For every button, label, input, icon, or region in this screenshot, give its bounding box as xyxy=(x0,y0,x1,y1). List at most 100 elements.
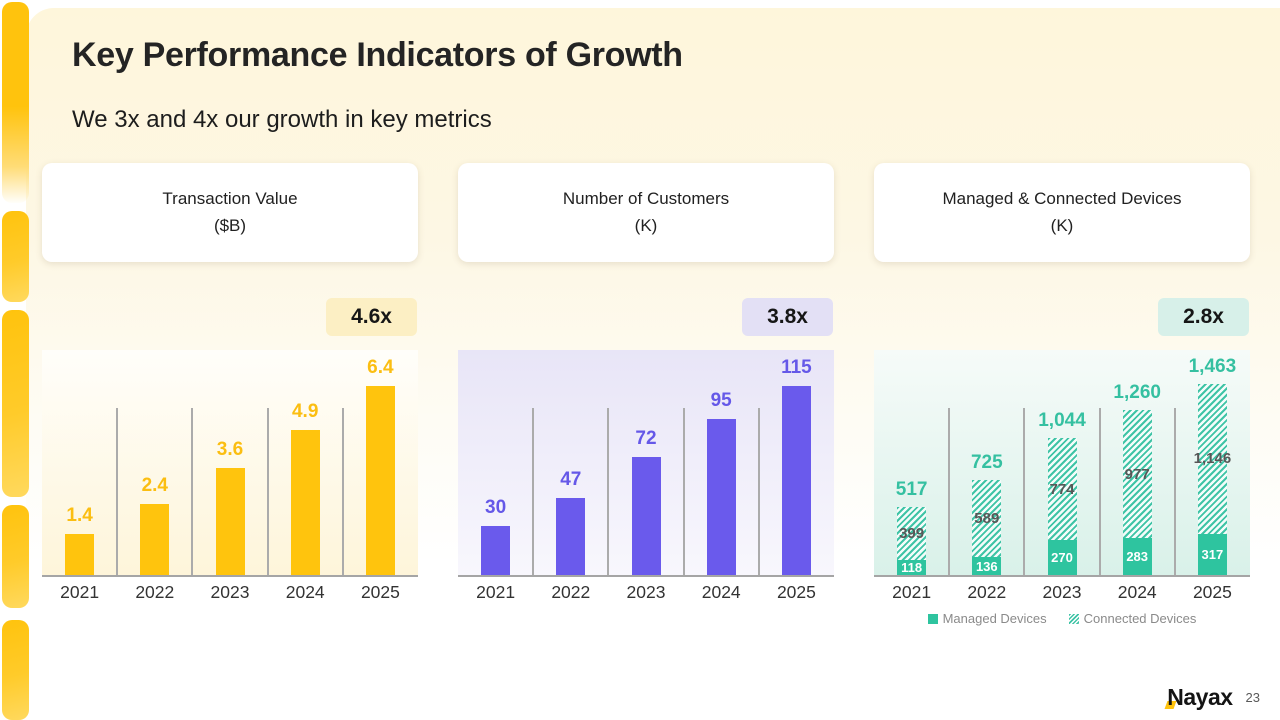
x-axis-tick-label: 2022 xyxy=(967,582,1007,602)
x-axis-labels: 2021 2022 2023 2024 2025 xyxy=(458,582,834,603)
x-axis-labels: 2021 2022 2023 2024 2025 xyxy=(42,582,418,603)
chart-legend: Managed Devices Connected Devices xyxy=(874,611,1250,626)
metric-card-title: Managed & Connected Devices xyxy=(942,189,1182,209)
legend-label: Managed Devices xyxy=(942,611,1047,626)
left-accent-segment xyxy=(2,2,29,203)
gridline xyxy=(1173,408,1176,575)
total-value-label: 517 xyxy=(895,479,928,501)
x-axis-tick-label: 2021 xyxy=(892,582,932,602)
managed-devices-value-label: 270 xyxy=(1051,549,1073,565)
managed-devices-value-label: 136 xyxy=(975,558,998,574)
metric-card-unit: (K) xyxy=(1050,215,1074,235)
managed-devices-bar-segment: 317 xyxy=(1197,533,1227,575)
managed-devices-bar-segment: 283 xyxy=(1122,537,1152,575)
bar-value-label: 30 xyxy=(485,496,507,518)
logo-text: Nayax xyxy=(1167,684,1233,710)
connected-devices-bar-segment: 589 xyxy=(972,480,1002,558)
slide-footer: Nayax 23 xyxy=(1164,684,1260,711)
gridline xyxy=(682,408,685,575)
bar xyxy=(65,533,95,575)
metric-card-devices: Managed & Connected Devices (K) xyxy=(874,163,1250,262)
managed-devices-bar-segment: 118 xyxy=(897,559,927,575)
bar-value-label: 95 xyxy=(710,389,732,411)
bar-value-label: 47 xyxy=(560,468,582,490)
x-axis-tick-label: 2024 xyxy=(285,582,325,602)
x-axis-tick-label: 2021 xyxy=(60,582,100,602)
connected-devices-bar-segment: 1,146 xyxy=(1194,383,1231,534)
legend-item-connected: Connected Devices xyxy=(1068,611,1197,626)
chart-column-transaction-value: Transaction Value ($B) 4.6x 1.4 2.4 3.6 4.9… xyxy=(42,0,418,720)
left-accent-segment xyxy=(2,505,29,608)
multiplier-badge: 4.6x xyxy=(326,298,417,336)
connected-devices-value-label: 774 xyxy=(1049,480,1075,498)
x-axis-tick-label: 2022 xyxy=(135,582,175,602)
metric-card-customers: Number of Customers (K) xyxy=(458,163,834,262)
gridline xyxy=(607,408,610,575)
slide-subtitle: We 3x and 4x our growth in key metrics xyxy=(72,106,492,133)
gridline xyxy=(116,408,119,575)
x-axis-tick-label: 2024 xyxy=(701,582,741,602)
chart-column-customers: Number of Customers (K) 3.8x 30 47 72 95 115… xyxy=(458,0,834,720)
connected-devices-bar-segment: 977 xyxy=(1122,410,1152,538)
x-axis-tick-label: 2025 xyxy=(1192,582,1232,602)
gridline xyxy=(191,408,194,575)
bar-value-label: 6.4 xyxy=(367,356,394,378)
total-value-label: 1,260 xyxy=(1113,382,1161,404)
x-axis-tick-label: 2024 xyxy=(1117,582,1157,602)
page-number: 23 xyxy=(1245,690,1260,705)
metric-card-transaction-value: Transaction Value ($B) xyxy=(42,163,418,262)
bar-chart-transaction-value: 1.4 2.4 3.6 4.9 6.4 xyxy=(42,350,418,577)
multiplier-badge: 3.8x xyxy=(742,298,833,336)
managed-devices-bar-segment: 270 xyxy=(1047,539,1077,575)
gridline xyxy=(341,408,344,575)
left-accent-segment xyxy=(2,310,29,497)
connected-devices-value-label: 1,146 xyxy=(1193,450,1232,468)
connected-devices-swatch-icon xyxy=(1068,613,1079,624)
legend-label: Connected Devices xyxy=(1083,611,1197,626)
metric-card-unit: ($B) xyxy=(213,215,247,235)
x-axis-tick-label: 2023 xyxy=(626,582,666,602)
multiplier-badge: 2.8x xyxy=(1158,298,1249,336)
connected-devices-value-label: 399 xyxy=(899,524,925,542)
x-axis-tick-label: 2025 xyxy=(360,582,400,602)
total-value-label: 1,044 xyxy=(1038,410,1086,432)
bar xyxy=(781,386,811,575)
gridline xyxy=(757,408,760,575)
gridline xyxy=(532,408,535,575)
bar-value-label: 72 xyxy=(635,427,657,449)
legend-item-managed: Managed Devices xyxy=(927,611,1047,626)
gridline xyxy=(266,408,269,575)
bar-value-label: 1.4 xyxy=(66,504,93,526)
managed-devices-bar-segment: 136 xyxy=(972,557,1002,575)
bar xyxy=(556,497,586,575)
chart-column-devices: Managed & Connected Devices (K) 2.8x 118… xyxy=(874,0,1250,720)
nayax-logo: Nayax xyxy=(1164,684,1233,711)
x-axis-tick-label: 2025 xyxy=(776,582,816,602)
bar-value-label: 115 xyxy=(781,357,812,379)
managed-devices-value-label: 118 xyxy=(901,559,923,575)
total-value-label: 725 xyxy=(970,452,1003,474)
connected-devices-bar-segment: 399 xyxy=(897,507,927,560)
bar xyxy=(215,468,245,575)
x-axis-tick-label: 2023 xyxy=(1042,582,1082,602)
bar xyxy=(481,525,511,575)
connected-devices-value-label: 977 xyxy=(1124,465,1150,483)
connected-devices-bar-segment: 774 xyxy=(1047,438,1077,540)
x-axis-labels: 2021 2022 2023 2024 2025 xyxy=(874,582,1250,603)
bar-value-label: 4.9 xyxy=(291,400,319,422)
metric-card-title: Number of Customers xyxy=(562,189,730,209)
bar-value-label: 2.4 xyxy=(141,474,168,496)
x-axis-tick-label: 2021 xyxy=(476,582,516,602)
gridline xyxy=(1023,408,1026,575)
bar xyxy=(140,503,170,575)
managed-devices-value-label: 317 xyxy=(1201,546,1224,562)
x-axis-tick-label: 2022 xyxy=(551,582,591,602)
connected-devices-value-label: 589 xyxy=(974,510,1000,528)
bar xyxy=(290,429,320,575)
managed-devices-swatch-icon xyxy=(927,613,938,624)
left-accent-segment xyxy=(2,211,29,302)
bar-value-label: 3.6 xyxy=(216,439,244,461)
bar-chart-customers: 30 47 72 95 115 xyxy=(458,350,834,577)
bar xyxy=(631,456,661,575)
